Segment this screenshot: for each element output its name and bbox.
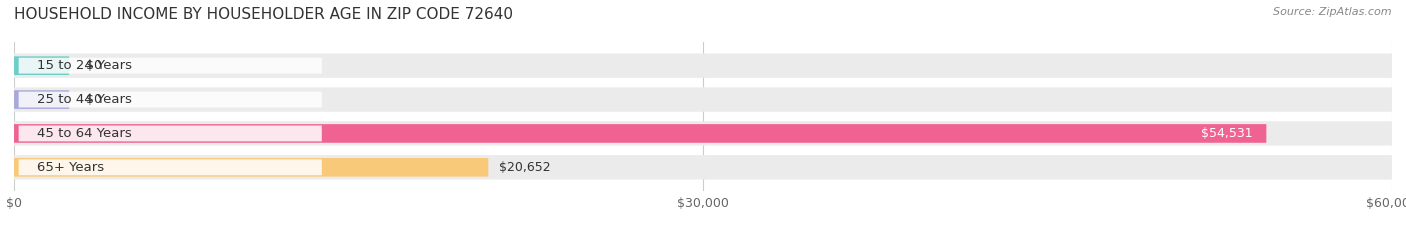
FancyBboxPatch shape (14, 53, 1392, 78)
FancyBboxPatch shape (14, 121, 1392, 146)
Text: $20,652: $20,652 (499, 161, 551, 174)
Text: HOUSEHOLD INCOME BY HOUSEHOLDER AGE IN ZIP CODE 72640: HOUSEHOLD INCOME BY HOUSEHOLDER AGE IN Z… (14, 7, 513, 22)
FancyBboxPatch shape (18, 126, 322, 141)
Text: $54,531: $54,531 (1201, 127, 1253, 140)
FancyBboxPatch shape (18, 92, 322, 107)
FancyBboxPatch shape (18, 159, 322, 175)
Text: 15 to 24 Years: 15 to 24 Years (37, 59, 132, 72)
Text: 45 to 64 Years: 45 to 64 Years (37, 127, 132, 140)
FancyBboxPatch shape (14, 158, 488, 177)
FancyBboxPatch shape (14, 90, 69, 109)
FancyBboxPatch shape (14, 87, 1392, 112)
Text: 25 to 44 Years: 25 to 44 Years (37, 93, 132, 106)
FancyBboxPatch shape (14, 155, 1392, 180)
Text: $0: $0 (86, 59, 101, 72)
FancyBboxPatch shape (18, 58, 322, 74)
Text: Source: ZipAtlas.com: Source: ZipAtlas.com (1274, 7, 1392, 17)
FancyBboxPatch shape (14, 56, 69, 75)
FancyBboxPatch shape (14, 124, 1267, 143)
Text: $0: $0 (86, 93, 101, 106)
Text: 65+ Years: 65+ Years (37, 161, 104, 174)
